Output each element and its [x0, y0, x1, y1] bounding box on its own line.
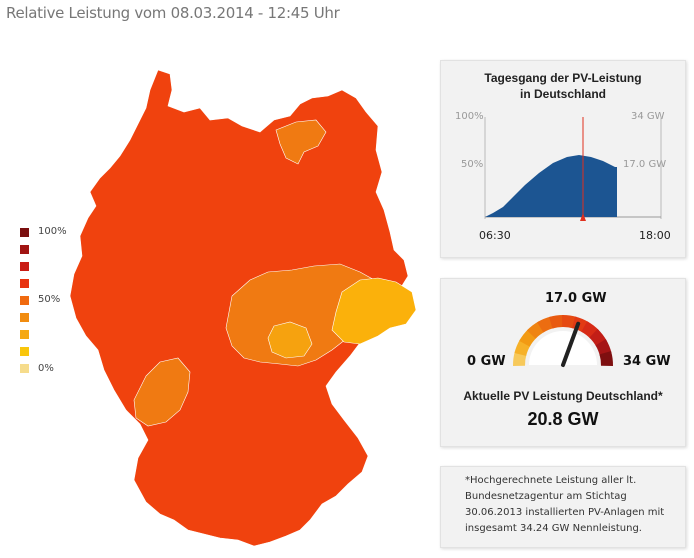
- map-region-central-light[interactable]: [267, 321, 313, 359]
- footnote-text: *Hochgerechnete Leistung aller lt. Bunde…: [465, 473, 679, 537]
- current-time-marker-tip: [580, 213, 586, 221]
- legend-swatch: [20, 296, 29, 305]
- footnote-line-1: *Hochgerechnete Leistung aller lt.: [465, 475, 637, 486]
- footnote-line-4: insgesamt 34.24 GW Nennleistung.: [465, 523, 642, 534]
- map-region-southwest[interactable]: [133, 357, 191, 427]
- legend-label-0: 0%: [38, 363, 54, 374]
- gauge-segment: [549, 315, 564, 329]
- time-label-end: 18:00: [639, 229, 671, 242]
- page-title: Relative Leistung vom 08.03.2014 - 12:45…: [6, 4, 340, 22]
- axis-label-34gw: 34 GW: [631, 111, 665, 122]
- daily-chart-panel: Tagesgang der PV-Leistung in Deutschland…: [440, 60, 686, 258]
- time-label-start: 06:30: [479, 229, 511, 242]
- gauge-label-mid: 17.0 GW: [545, 291, 607, 306]
- legend-swatch: [20, 279, 29, 288]
- legend-swatch: [20, 228, 29, 237]
- gauge-label-max: 34 GW: [623, 354, 671, 369]
- chart-title-line2: in Deutschland: [519, 87, 606, 101]
- daily-chart-svg: [484, 117, 662, 221]
- legend-label-100: 100%: [38, 226, 67, 237]
- gauge-dial: [529, 331, 597, 365]
- axis-label-50: 50%: [461, 159, 484, 170]
- legend-swatch: [20, 262, 29, 271]
- map-region-east[interactable]: [331, 277, 417, 345]
- footnote-panel: *Hochgerechnete Leistung aller lt. Bunde…: [440, 466, 686, 548]
- gauge-caption: Aktuelle PV Leistung Deutschland*: [463, 389, 663, 403]
- legend-swatch: [20, 245, 29, 254]
- axis-label-17gw: 17.0 GW: [623, 159, 667, 170]
- color-legend: 100% 50% 0%: [20, 226, 80, 376]
- footnote-line-2: Bundesnetzagentur am Stichtag: [465, 491, 627, 502]
- map-region-northeast[interactable]: [275, 119, 327, 165]
- legend-swatch: [20, 347, 29, 356]
- gauge-svg: [513, 315, 613, 367]
- gauge-value: 20.8 GW: [527, 409, 599, 429]
- legend-label-50: 50%: [38, 294, 61, 305]
- gauge-segment: [537, 316, 554, 333]
- legend-swatch: [20, 330, 29, 339]
- gauge-panel: 17.0 GW 0 GW 34 GW Aktuelle PV Leistung …: [440, 278, 686, 447]
- legend-swatch: [20, 313, 29, 322]
- legend-swatch: [20, 364, 29, 373]
- axis-label-100: 100%: [455, 111, 484, 122]
- gauge-segment: [599, 351, 613, 366]
- footnote-line-3: 30.06.2013 installierten PV-Anlagen mit: [465, 507, 665, 518]
- germany-map: [60, 60, 430, 555]
- pv-output-curve: [485, 155, 617, 217]
- chart-title-line1: Tagesgang der PV-Leistung: [484, 71, 642, 85]
- gauge-label-min: 0 GW: [467, 354, 506, 369]
- gauge-needle: [561, 321, 581, 367]
- gauge-segment: [595, 339, 612, 356]
